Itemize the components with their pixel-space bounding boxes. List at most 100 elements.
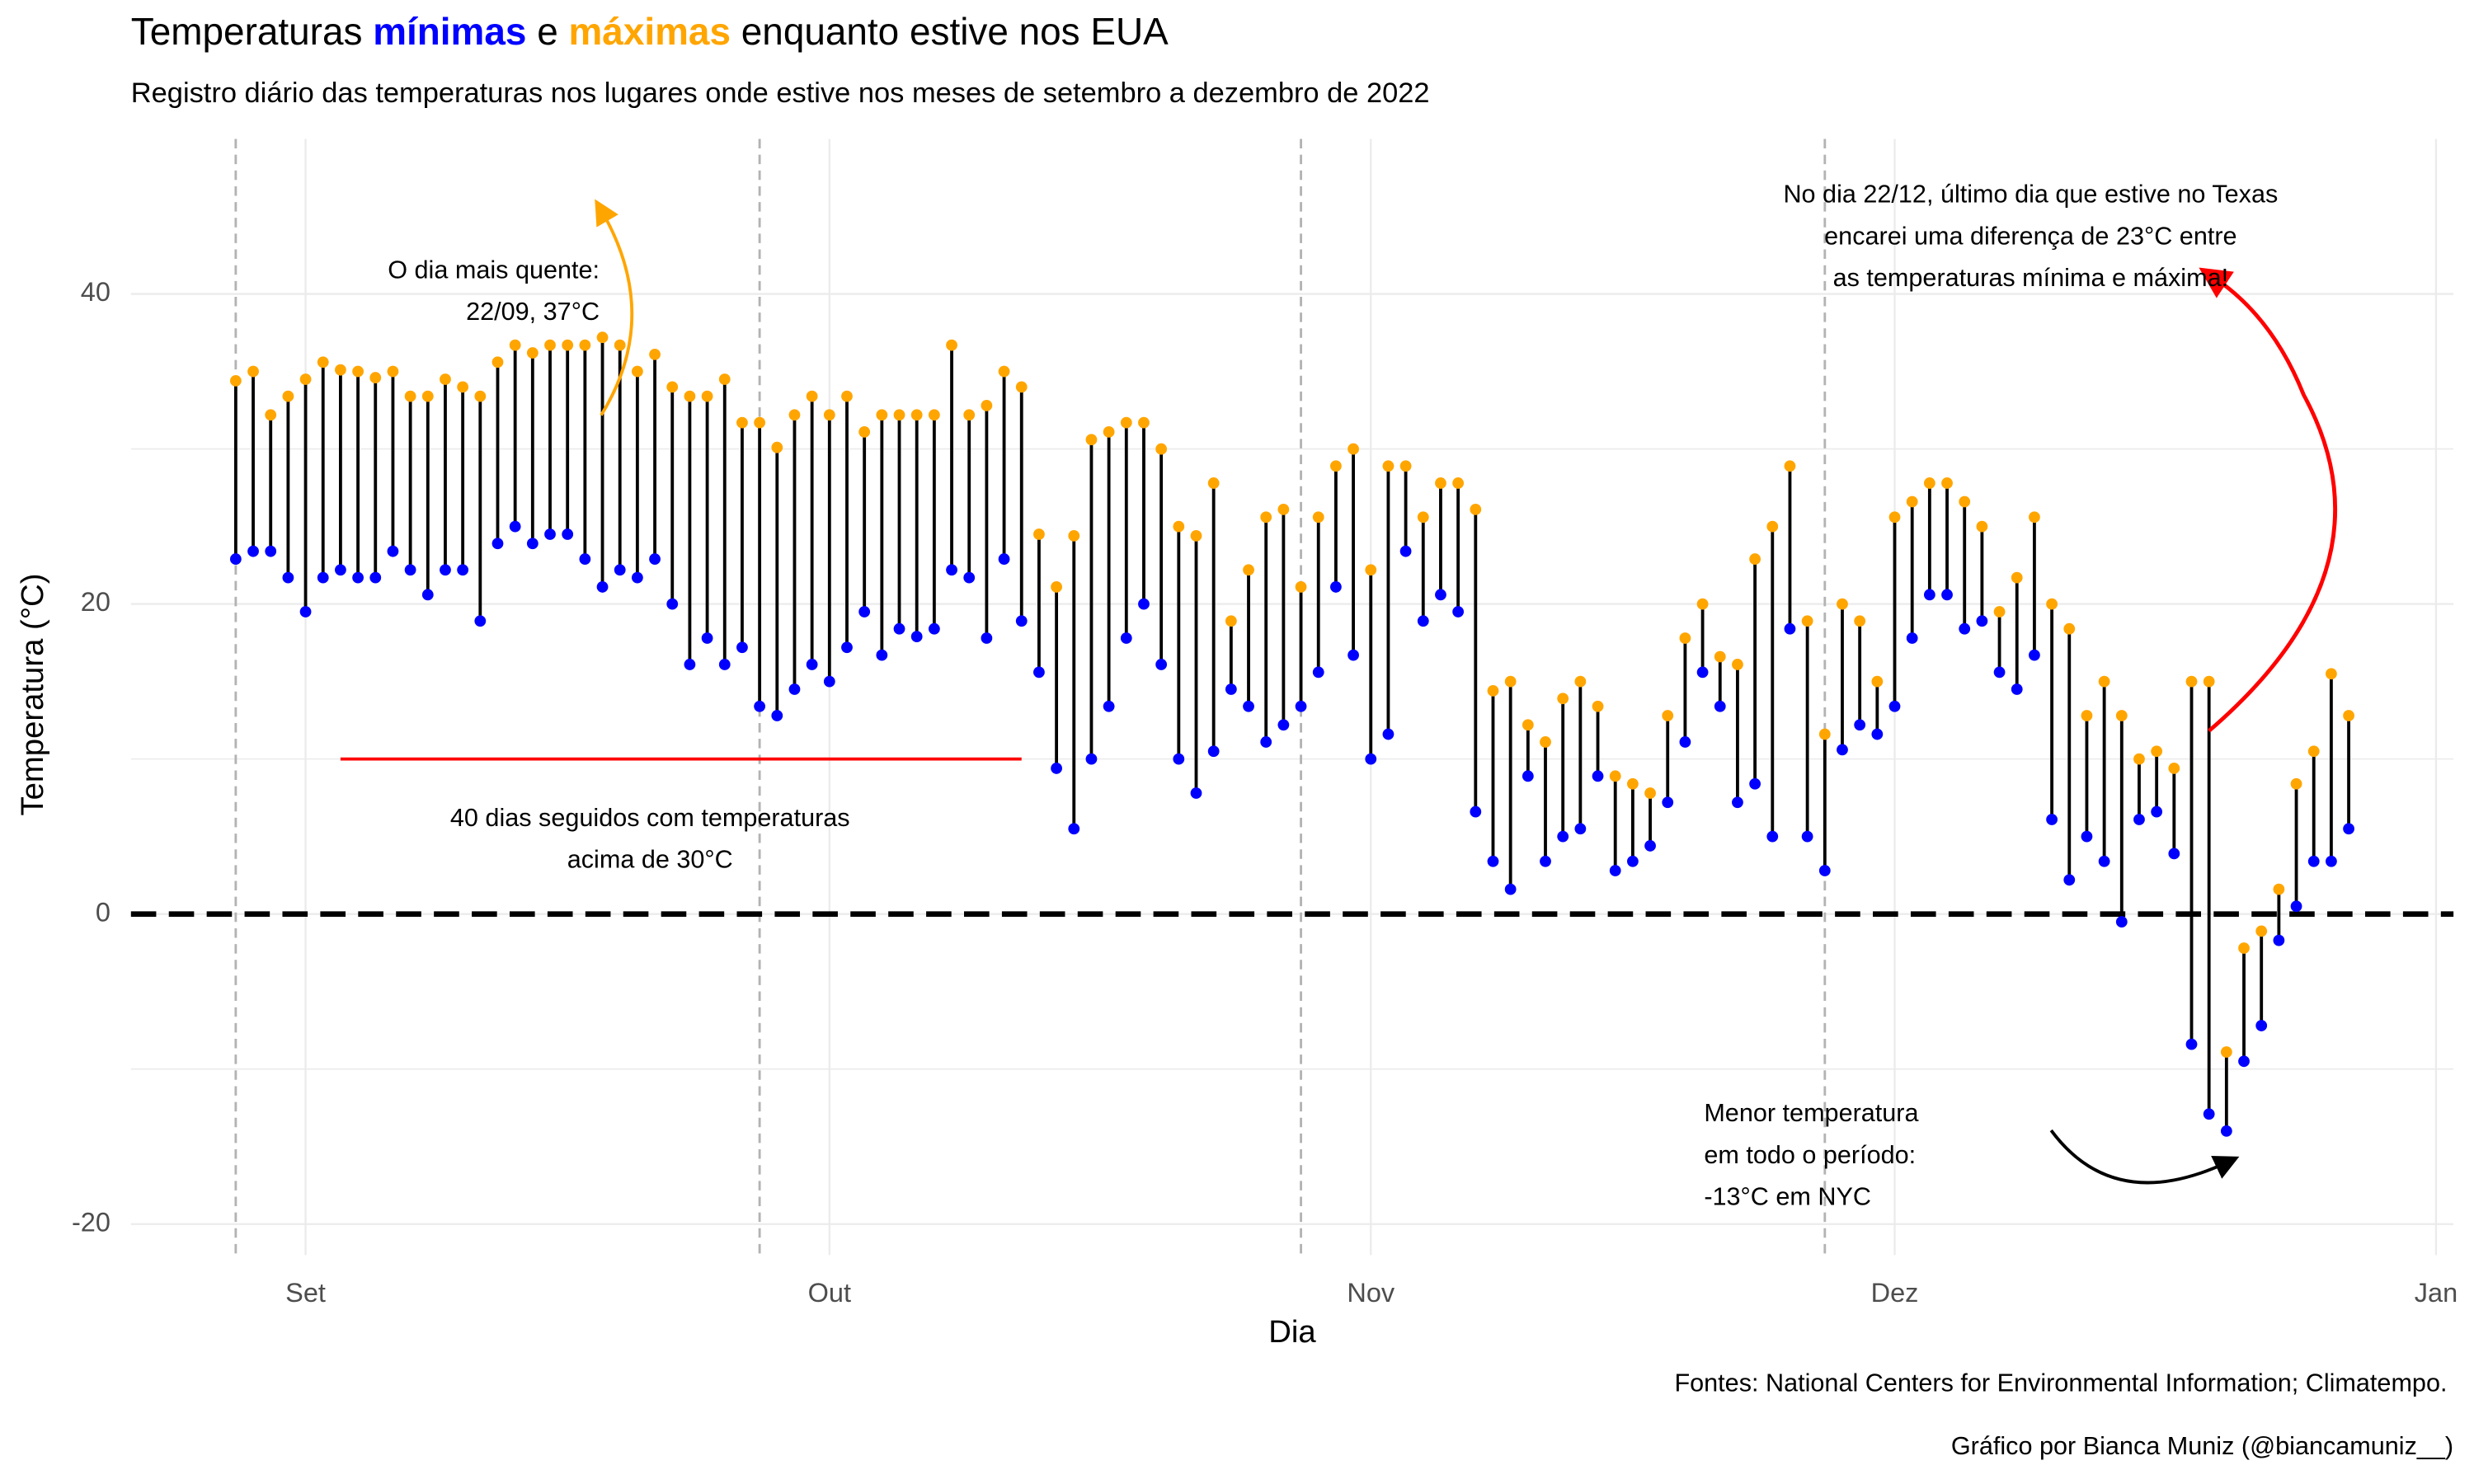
point (1941, 477, 1953, 489)
point (614, 564, 626, 576)
point (1452, 606, 1465, 618)
annotation: No dia 22/12, último dia que estive no T… (1783, 181, 2278, 209)
point (2220, 1046, 2232, 1058)
point (1801, 830, 1813, 843)
point (1435, 477, 1446, 489)
point (1399, 460, 1412, 472)
point (421, 390, 434, 402)
point (1190, 529, 1202, 542)
point (1871, 675, 1884, 688)
point (2273, 883, 2285, 895)
point (2151, 805, 2163, 818)
point (1015, 381, 1028, 393)
point (1033, 528, 1045, 540)
point (2081, 710, 2093, 721)
point (771, 710, 783, 721)
point (2151, 745, 2163, 758)
y-axis-title: Temperatura (°C) (15, 574, 50, 816)
point (474, 615, 487, 627)
point (2063, 874, 2076, 886)
point (562, 339, 574, 351)
point (1609, 865, 1621, 876)
point (1155, 443, 1168, 455)
point (1714, 650, 1726, 663)
point (2029, 649, 2040, 661)
point (754, 700, 766, 712)
annotation: as temperaturas mínima e máxima! (1833, 264, 2229, 292)
point (1103, 700, 1115, 712)
point (562, 528, 574, 540)
point (2185, 1038, 2198, 1050)
point (2133, 753, 2145, 765)
point (282, 571, 294, 584)
point (282, 390, 294, 402)
point (981, 632, 993, 644)
point (229, 374, 242, 387)
point (1923, 477, 1935, 489)
point (247, 545, 259, 557)
point (440, 373, 451, 385)
point (1277, 719, 1290, 731)
point (474, 390, 487, 402)
point (1138, 598, 1150, 610)
point (1330, 581, 1342, 593)
point (229, 553, 242, 565)
caption: Fontes: National Centers for Environment… (1674, 1369, 2447, 1397)
point (1504, 883, 1517, 895)
title-series: máximas (568, 10, 731, 53)
point (1522, 770, 1534, 782)
point (317, 571, 329, 584)
point (2290, 777, 2302, 790)
point (841, 390, 853, 402)
arrow (2049, 1129, 2240, 1185)
point (1574, 675, 1587, 688)
point (1085, 434, 1098, 446)
annotations: O dia mais quente: 22/09, 37°C 40 dias seg… (388, 181, 2337, 1211)
point (2326, 855, 2337, 867)
point (1260, 511, 1272, 524)
point (1120, 416, 1132, 429)
point (736, 416, 748, 429)
point (457, 564, 469, 576)
point (2273, 934, 2285, 946)
point (1679, 632, 1691, 644)
point (2185, 675, 2198, 688)
point (823, 675, 835, 688)
point (2238, 942, 2250, 954)
point (1906, 495, 1918, 508)
y-tick-label: 40 (81, 277, 111, 307)
point (2343, 823, 2354, 835)
point (1679, 736, 1691, 748)
point (2115, 710, 2128, 721)
point (404, 564, 416, 576)
point (335, 364, 346, 376)
point (910, 409, 923, 421)
point (1295, 581, 1307, 593)
point (1277, 504, 1290, 515)
x-tick-label: Jan (2415, 1278, 2458, 1308)
x-axis-title: Dia (1268, 1314, 1316, 1350)
point (299, 606, 312, 618)
title-part: e (537, 10, 558, 53)
point (526, 538, 539, 550)
point (1312, 666, 1324, 679)
point (1225, 683, 1237, 695)
point (2307, 855, 2320, 867)
point (1522, 719, 1534, 731)
point (2220, 1125, 2232, 1137)
point (1837, 598, 1848, 610)
point (2326, 668, 2337, 680)
annotation: 40 dias seguidos com temperaturas (450, 804, 850, 832)
point (754, 416, 766, 429)
point (1120, 632, 1132, 644)
point (1557, 830, 1569, 843)
point (1888, 511, 1901, 524)
point (1976, 615, 1988, 627)
point (352, 571, 364, 584)
point (579, 339, 591, 351)
point (2029, 511, 2040, 524)
chart-title: Temperaturas mínimas e máximas enquanto … (131, 10, 1169, 53)
point (1644, 787, 1656, 799)
point (631, 571, 643, 584)
